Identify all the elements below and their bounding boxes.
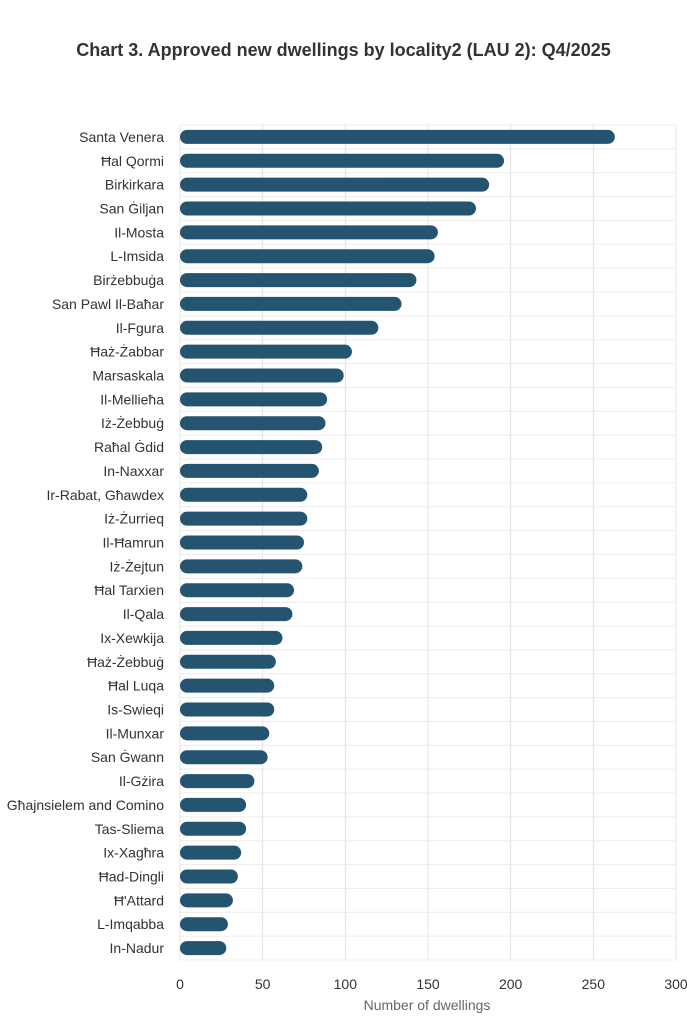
bar [180, 917, 228, 932]
x-tick-label: 150 [416, 976, 440, 992]
bar [180, 225, 438, 240]
category-label: Ħ'Attard [114, 892, 164, 908]
category-label: Raħal Ġdid [94, 438, 164, 455]
bar [180, 153, 505, 168]
category-label: Iż-Żebbuġ [101, 414, 164, 431]
category-label: Iż-Żurrieq [104, 510, 164, 527]
bar [180, 941, 227, 956]
x-tick-label: 200 [499, 976, 523, 992]
category-label: Birżebbuġa [93, 272, 164, 288]
bar [180, 368, 344, 383]
bar [180, 273, 417, 288]
category-label: Il-Gżira [119, 773, 164, 789]
category-label: Il-Qala [123, 606, 164, 622]
category-label: Għajnsielem and Comino [7, 797, 164, 813]
bar [180, 630, 283, 645]
bar [180, 440, 323, 455]
category-label: Il-Munxar [106, 725, 165, 741]
category-label: San Ġiljan [99, 200, 164, 217]
category-label: Il-Fgura [116, 320, 164, 336]
bar [180, 392, 328, 407]
chart-title: Chart 3. Approved new dwellings by local… [76, 40, 611, 60]
category-label: Il-Mellieħa [100, 391, 164, 407]
category-label: Iż-Żejtun [110, 557, 164, 574]
bar [180, 845, 242, 860]
bar [180, 774, 255, 789]
x-tick-label: 100 [334, 976, 358, 992]
gridlines [179, 124, 677, 961]
category-label: Tas-Sliema [95, 821, 164, 837]
category-label: In-Naxxar [103, 463, 164, 479]
bar [180, 249, 435, 264]
category-label: Is-Swieqi [107, 702, 164, 718]
category-label: Ħaż-Żebbuġ [87, 653, 164, 670]
bar [180, 320, 379, 335]
bar [180, 559, 303, 574]
category-label: L-Imsida [110, 248, 164, 264]
category-label: Il-Ħamrun [103, 535, 164, 551]
category-label: Ir-Rabat, Għawdex [47, 487, 165, 503]
bar [180, 129, 615, 144]
bar [180, 821, 247, 836]
bar [180, 344, 352, 359]
category-label: Santa Venera [79, 129, 164, 145]
category-label: San Pawl Il-Baħar [52, 296, 164, 312]
bar [180, 797, 247, 812]
bar [180, 487, 308, 502]
x-tick-label: 50 [255, 976, 271, 992]
bar [180, 869, 238, 884]
bar [180, 296, 402, 311]
category-label: Ħal Luqa [108, 678, 164, 694]
x-tick-label: 300 [664, 976, 687, 992]
x-tick-label: 0 [176, 976, 184, 992]
bar [180, 726, 270, 741]
category-label: Marsaskala [92, 368, 164, 384]
bar [180, 607, 293, 622]
bar [180, 535, 304, 550]
bar [180, 654, 276, 669]
category-label: Ħad-Dingli [99, 869, 164, 885]
bar [180, 893, 233, 908]
bar [180, 463, 319, 478]
category-label: Ix-Xagħra [103, 845, 164, 861]
category-label: Birkirkara [105, 177, 164, 193]
bar [180, 583, 295, 598]
bar [180, 177, 490, 192]
category-label: Ix-Xewkija [100, 630, 164, 646]
bar [180, 511, 308, 526]
bar [180, 416, 326, 431]
x-tick-label: 250 [582, 976, 606, 992]
category-label: L-Imqabba [97, 916, 164, 932]
category-label: Il-Mosta [114, 224, 164, 240]
bar [180, 750, 268, 765]
bar [180, 201, 476, 216]
bar [180, 678, 275, 693]
bars [180, 129, 615, 956]
x-tick-labels: 0 50 100 150 200 250 300 [176, 976, 687, 992]
bar [180, 702, 275, 717]
category-label: In-Nadur [110, 940, 165, 956]
category-label: Ħal Tarxien [94, 582, 164, 598]
category-label: San Ġwann [91, 748, 164, 765]
x-axis-title: Number of dwellings [364, 997, 491, 1013]
category-label: Ħaż-Żabbar [90, 343, 164, 360]
category-label: Ħal Qormi [101, 153, 164, 169]
category-labels: Santa Venera Ħal Qormi Birkirkara San Ġilja… [7, 129, 165, 956]
